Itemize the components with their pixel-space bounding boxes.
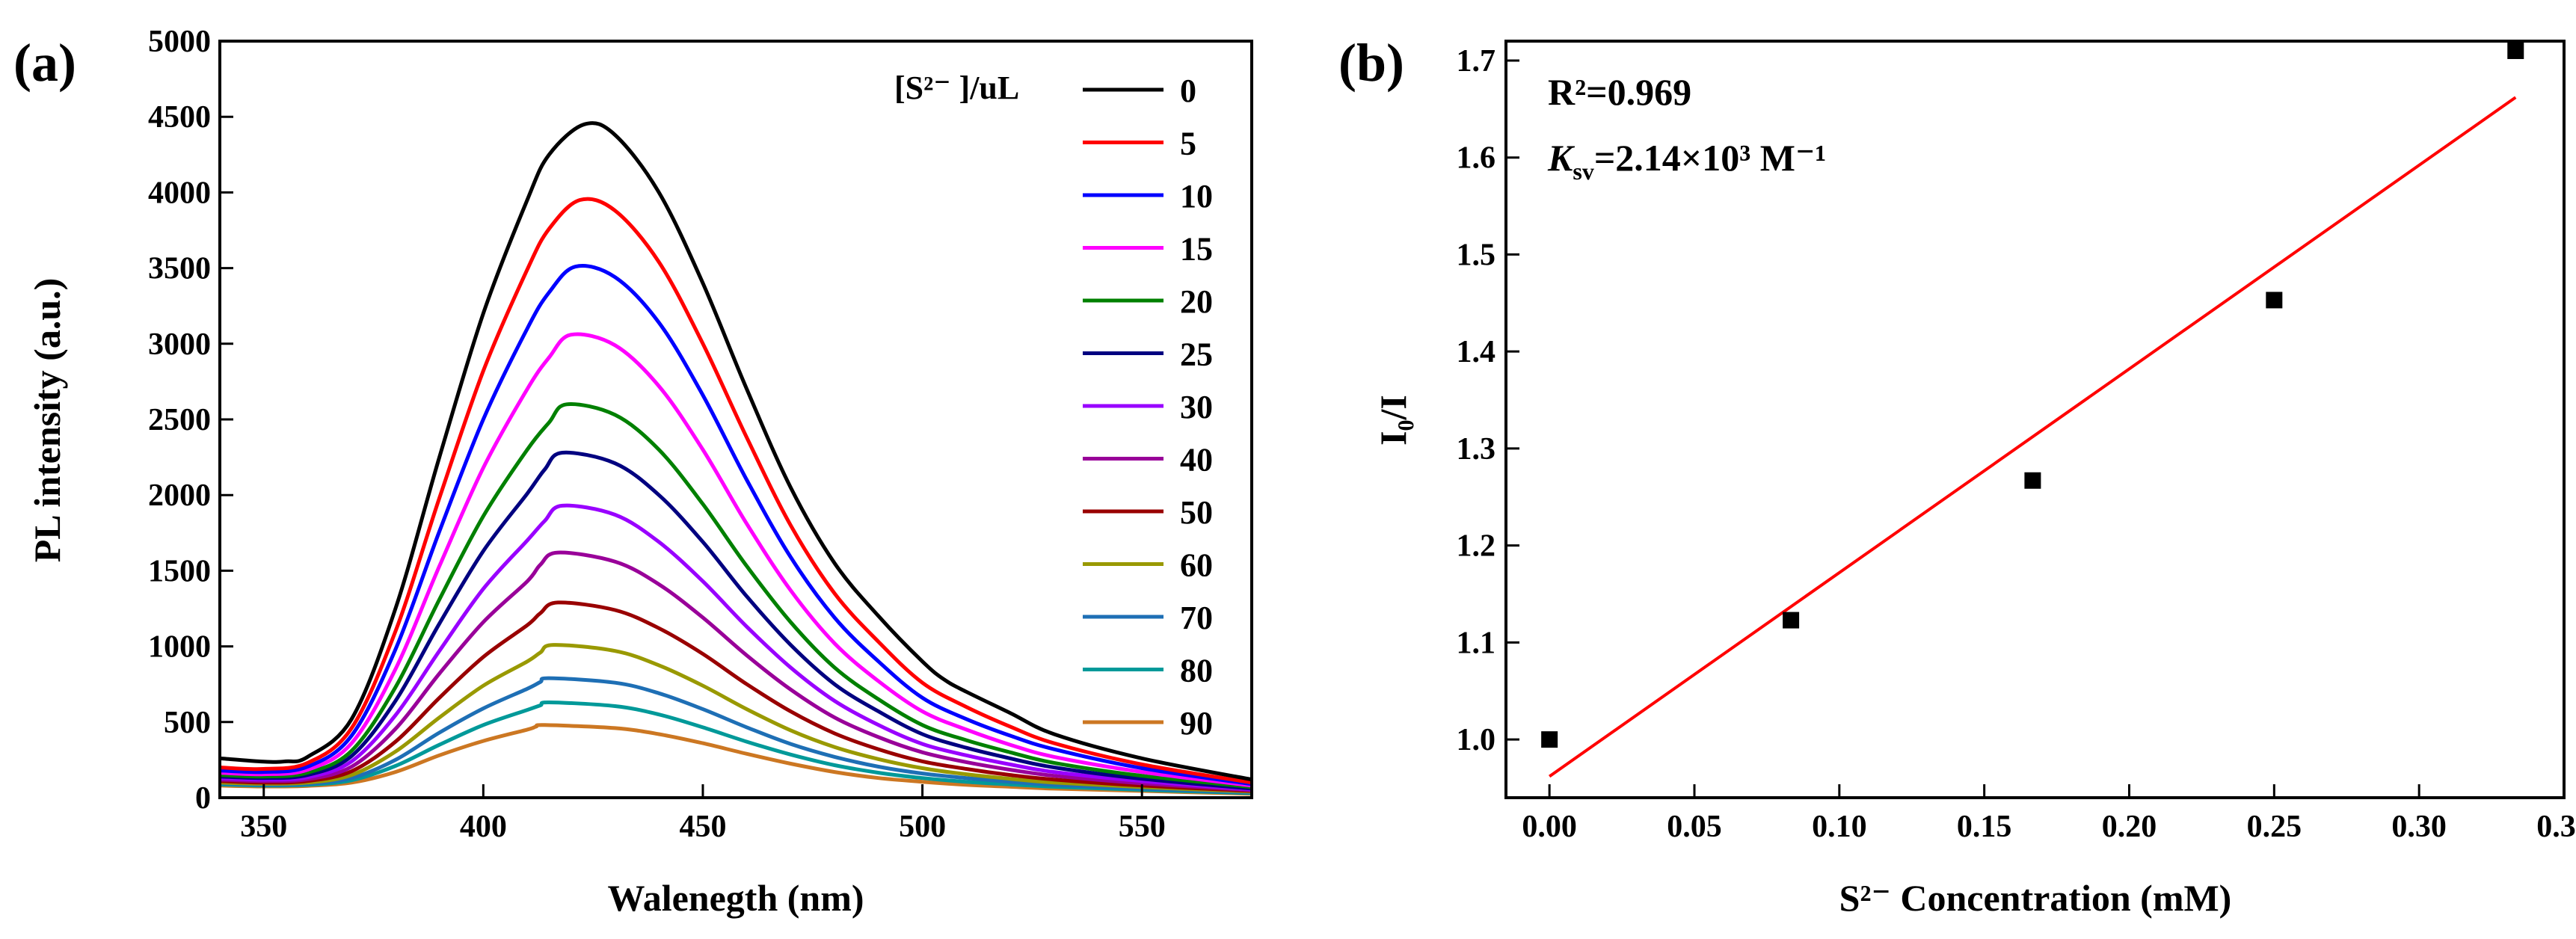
legend-label-50: 50: [1180, 494, 1213, 531]
legend-label-40: 40: [1180, 442, 1213, 478]
panel-a-legend-title: [S²⁻ ]/uL: [894, 70, 1019, 106]
panel-a-series-group: [220, 121, 1252, 796]
legend-label-90: 90: [1180, 705, 1213, 742]
y-tick-label-1-0: 1.0: [1457, 723, 1496, 757]
series-line-5: [220, 197, 1252, 785]
y-tick-label-500: 500: [164, 706, 211, 740]
legend-label-5: 5: [1180, 126, 1196, 162]
y-tick-label-1-6: 1.6: [1457, 141, 1496, 176]
y-tick-label-1-4: 1.4: [1457, 335, 1496, 369]
panel-b-y-ticks: 1.0 1.1 1.2 1.3 1.4 1.5 1.6 1.7: [1457, 44, 1519, 757]
series-line-10: [220, 264, 1252, 786]
y-tick-label-5000: 5000: [148, 25, 211, 59]
panel-a-x-ticks: 350 400 450 500 550: [240, 784, 1166, 844]
series-line-20: [220, 402, 1252, 789]
y-tick-label-1-1: 1.1: [1457, 626, 1496, 660]
panel-b-points-group: [1541, 42, 2524, 748]
panel-a-x-axis-label: Walenegth (nm): [607, 877, 864, 919]
x-tick-label-0-35: 0.35: [2536, 810, 2576, 844]
panel-b-label: (b): [1338, 33, 1404, 93]
ksv-subscript: sv: [1573, 158, 1593, 185]
x-tick-label-550: 550: [1119, 810, 1166, 844]
legend-label-25: 25: [1180, 336, 1213, 373]
panel-b-x-axis-label: S²⁻ Concentration (mM): [1839, 877, 2232, 919]
y-tick-label-3500: 3500: [148, 252, 211, 286]
panel-a-label: (a): [13, 33, 76, 93]
legend-label-70: 70: [1180, 600, 1213, 636]
y-tick-label-1000: 1000: [148, 630, 211, 665]
ksv-value: =2.14×10³ M⁻¹: [1594, 137, 1827, 179]
panel-b-y-axis-label: I₀/I: [1372, 395, 1414, 446]
panel-b-fit-group: [1549, 96, 2517, 778]
data-point-4: [2507, 42, 2524, 59]
x-tick-label-500: 500: [899, 810, 946, 844]
y-tick-label-4500: 4500: [148, 100, 211, 135]
y-tick-label-2500: 2500: [148, 403, 211, 437]
series-line-30: [220, 503, 1252, 792]
x-tick-label-0-15: 0.15: [1957, 810, 2012, 844]
legend-label-15: 15: [1180, 231, 1213, 268]
panel-b-plot-frame: [1504, 40, 2566, 799]
series-line-0: [220, 121, 1252, 782]
y-tick-label-1-7: 1.7: [1457, 44, 1496, 78]
y-tick-label-1500: 1500: [148, 554, 211, 588]
ksv-annotation: Ksv=2.14×10³ M⁻¹: [1547, 137, 1826, 185]
legend-label-80: 80: [1180, 653, 1213, 689]
x-tick-label-0-05: 0.05: [1667, 810, 1722, 844]
y-tick-label-4000: 4000: [148, 176, 211, 210]
series-line-60: [220, 643, 1252, 794]
panel-a-spectra-chart: (a) 350 400 450 500 550 05001000150020002500…: [13, 25, 1253, 919]
x-tick-label-450: 450: [679, 810, 726, 844]
y-tick-label-3000: 3000: [148, 327, 211, 362]
series-line-90: [220, 723, 1252, 796]
series-line-25: [220, 450, 1252, 791]
legend-label-20: 20: [1180, 283, 1213, 320]
series-line-15: [220, 332, 1252, 788]
series-line-70: [220, 676, 1252, 795]
y-tick-label-0: 0: [195, 781, 211, 816]
y-tick-label-2000: 2000: [148, 478, 211, 513]
x-tick-label-400: 400: [460, 810, 507, 844]
legend-label-10: 10: [1180, 178, 1213, 215]
x-tick-label-0-00: 0.00: [1522, 810, 1577, 844]
legend-label-30: 30: [1180, 389, 1213, 425]
legend-label-0: 0: [1180, 73, 1196, 109]
panel-b-x-ticks: 0.00 0.05 0.10 0.15 0.20 0.25 0.30 0.35: [1522, 784, 2576, 844]
y-tick-label-1-5: 1.5: [1457, 238, 1496, 272]
x-tick-label-350: 350: [240, 810, 287, 844]
x-tick-label-0-20: 0.20: [2102, 810, 2157, 844]
series-line-50: [220, 600, 1252, 793]
x-tick-label-0-30: 0.30: [2391, 810, 2447, 844]
data-point-3: [2266, 292, 2283, 309]
panel-a-y-ticks: 0 500 1000 1500 2000 2500 3000 3500 4000 4500 5000: [148, 25, 233, 816]
series-line-40: [220, 550, 1252, 792]
panel-a-legend: 0 5 10 15 20 25 30 40 50 60 70 80 90: [1083, 73, 1213, 742]
x-tick-label-0-10: 0.10: [1812, 810, 1867, 844]
y-tick-label-1-2: 1.2: [1457, 529, 1496, 564]
y-tick-label-1-3: 1.3: [1457, 432, 1496, 467]
series-line-80: [220, 700, 1252, 795]
data-point-2: [2024, 472, 2041, 489]
linear-fit-line: [1549, 96, 2517, 778]
data-point-0: [1541, 731, 1558, 748]
r-squared-annotation: R²=0.969: [1548, 71, 1691, 113]
data-point-1: [1783, 612, 1800, 629]
ksv-symbol: K: [1547, 137, 1576, 179]
legend-label-60: 60: [1180, 547, 1213, 584]
x-tick-label-0-25: 0.25: [2247, 810, 2302, 844]
panel-b-stern-volmer-chart: (b) 0.00 0.05 0.10 0.15 0.20 0.25 0.30 0.35 1.0…: [1338, 33, 2576, 919]
panel-a-y-axis-label: PL intensity (a.u.): [26, 278, 68, 563]
